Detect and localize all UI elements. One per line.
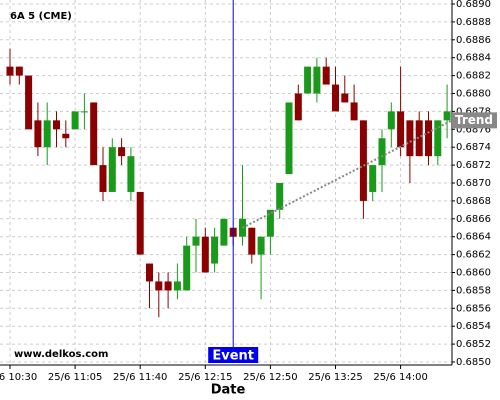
y-tick-label: 0.6854 (456, 321, 491, 332)
candle-body (276, 183, 284, 210)
trend-label-box (452, 112, 497, 129)
event-label-box (208, 347, 259, 363)
y-tick-label: 0.6866 (456, 214, 491, 225)
candle-body (332, 84, 339, 112)
x-tick-label: 25/6 11:05 (48, 372, 102, 383)
candle-body (406, 120, 414, 157)
y-tick-label: 0.6874 (456, 142, 491, 153)
candle-body (43, 120, 51, 148)
candle-body (201, 236, 209, 273)
candle-body (15, 66, 23, 76)
y-tick-label: 0.6884 (456, 53, 491, 64)
candle-body (294, 93, 302, 121)
watermark: www.delkos.com (14, 349, 108, 360)
candle-body (108, 147, 116, 192)
candle-body (285, 102, 293, 175)
y-tick-label: 0.6878 (456, 106, 491, 117)
x-tick-label: 25/6 14:00 (373, 372, 427, 383)
candle-body (62, 133, 70, 139)
y-tick-label: 0.6870 (456, 178, 491, 189)
y-tick-label: 0.6886 (456, 35, 491, 46)
candle-body (397, 111, 405, 148)
x-tick-label: 25/6 11:40 (113, 372, 167, 383)
y-tick-label: 0.6888 (456, 17, 491, 28)
candle-body (53, 120, 60, 130)
candle-body (220, 218, 228, 246)
candles (6, 48, 451, 318)
candle-body (118, 147, 126, 157)
y-tick-label: 0.6876 (456, 124, 491, 135)
candle-body (350, 102, 358, 121)
candle-body (415, 120, 423, 157)
y-tick-label: 0.6868 (456, 196, 491, 207)
y-tick-label: 0.6860 (456, 268, 491, 279)
y-tick-label: 0.6864 (456, 232, 491, 243)
x-axis-label: Date (211, 383, 246, 398)
candle-body (34, 120, 42, 148)
x-tick-label: 25/6 13:25 (308, 372, 362, 383)
y-tick-label: 0.6850 (456, 357, 491, 368)
candle-body (443, 111, 451, 121)
candle-body (80, 111, 88, 113)
candle-body (155, 281, 163, 291)
y-tick-label: 0.6882 (456, 71, 491, 82)
y-tick-label: 0.6890 (456, 0, 491, 10)
candle-body (322, 66, 330, 85)
candle-body (183, 245, 191, 291)
candle-body (99, 165, 107, 192)
candle-body (341, 93, 349, 103)
candle-body (378, 138, 386, 166)
candle-body (369, 165, 377, 192)
candle-body (359, 120, 367, 201)
candle-body (136, 191, 144, 255)
candle-body (304, 66, 312, 94)
y-tick-label: 0.6856 (456, 303, 491, 314)
y-tick-label: 0.6858 (456, 285, 491, 296)
candle-body (257, 236, 265, 255)
y-tick-label: 0.6862 (456, 250, 491, 261)
chart-title: 6A 5 (CME) (10, 11, 72, 22)
candle-body (146, 263, 153, 282)
x-tick-label: 25/6 12:15 (178, 372, 232, 383)
event-label: Event (212, 349, 254, 364)
candle-body (211, 236, 219, 264)
candle-body (387, 111, 395, 130)
y-tick-label: 0.6880 (456, 89, 491, 100)
candle-body (6, 66, 14, 76)
trend-line (242, 119, 453, 229)
y-tick-label: 0.6872 (456, 160, 491, 171)
y-tick-label: 0.6852 (456, 339, 491, 350)
x-tick-label: 25/6 12:50 (243, 372, 297, 383)
candle-body (164, 281, 172, 291)
candle-body (25, 75, 33, 130)
candle-body (434, 120, 442, 157)
candle-body (266, 209, 274, 237)
candle-body (173, 281, 181, 291)
candle-body (192, 236, 200, 246)
candle-body (127, 156, 135, 192)
candle-body (248, 227, 256, 255)
x-tick-label: 25/6 10:30 (0, 372, 37, 383)
candle-body (425, 120, 432, 157)
candle-body (313, 66, 321, 94)
candle-body (90, 102, 98, 166)
trend-label: Trend (455, 113, 493, 127)
candle-body (71, 111, 79, 130)
